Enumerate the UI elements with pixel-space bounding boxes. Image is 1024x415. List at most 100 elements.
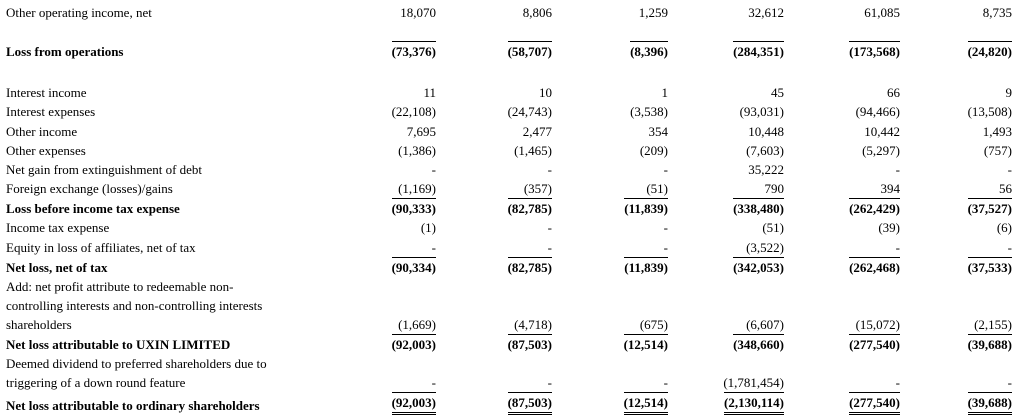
cell-value: -: [663, 161, 668, 177]
table-row: Interest expenses (22,108) (24,743) (3,5…: [5, 102, 1016, 121]
cell-value: (87,503): [507, 391, 552, 415]
table-row: Loss before income tax expense (90,333) …: [5, 198, 1016, 218]
cell-value: (94,466): [855, 104, 900, 120]
row-label: Interest income: [6, 85, 87, 101]
row-label-line: controlling interests and non-controllin…: [6, 297, 263, 313]
table-row: Net loss attributable to ordinary shareh…: [5, 391, 1016, 415]
row-label: Other income: [6, 123, 78, 139]
table-row: Foreign exchange (losses)/gains (1,169) …: [5, 179, 1016, 198]
cell-value: (90,334): [391, 256, 436, 277]
cell-value: (1): [420, 220, 436, 236]
cell-value: 18,070: [400, 5, 436, 20]
cell-value: (11,839): [624, 198, 668, 218]
cell-value: 2,477: [522, 123, 552, 139]
cell-value: (51): [646, 181, 668, 197]
row-label: Net loss attributable to UXIN LIMITED: [6, 336, 231, 352]
cell-value: -: [547, 220, 552, 236]
table-row: Other operating income, net 18,070 8,806…: [5, 0, 1016, 22]
cell-value: 61,085: [864, 5, 900, 20]
cell-value: 10,448: [748, 123, 784, 139]
cell-value: -: [1007, 161, 1012, 177]
cell-value: -: [663, 374, 668, 390]
cell-value: (39,688): [967, 391, 1012, 415]
cell-value: 66: [887, 85, 900, 101]
cell-value: (58,707): [507, 41, 552, 61]
cell-value: -: [895, 374, 900, 390]
row-label: Net loss, net of tax: [6, 259, 108, 275]
cell-value: (2,155): [974, 316, 1012, 332]
table-row: Other expenses (1,386) (1,465) (209) (7,…: [5, 141, 1016, 160]
cell-value: 1: [661, 85, 669, 101]
cell-value: (11,839): [624, 256, 668, 277]
row-label: Other operating income, net: [6, 5, 152, 20]
cell-value: (37,533): [967, 256, 1012, 277]
row-label: Other expenses: [6, 142, 86, 158]
cell-value: (8,396): [630, 41, 668, 61]
cell-value: (284,351): [733, 41, 784, 61]
row-label-line: triggering of a down round feature: [6, 374, 186, 390]
cell-value: (1,781,454): [723, 374, 784, 390]
cell-value: (22,108): [391, 104, 436, 120]
cell-value: (357): [523, 181, 552, 197]
cell-value: 32,612: [748, 5, 784, 20]
table-row: Net gain from extinguishment of debt - -…: [5, 160, 1016, 179]
cell-value: 8,735: [982, 5, 1012, 20]
cell-value: (3,538): [630, 104, 668, 120]
row-label-line: shareholders: [6, 316, 72, 332]
cell-value: (277,540): [849, 333, 900, 354]
cell-value: (757): [983, 142, 1012, 158]
cell-value: (13,508): [967, 104, 1012, 120]
cell-value: 10,442: [864, 123, 900, 139]
cell-value: (209): [639, 142, 668, 158]
cell-value: -: [547, 374, 552, 390]
table-row: Interest income 11 10 1 45 66 9: [5, 83, 1016, 102]
cell-value: (6,607): [746, 316, 784, 332]
row-label: Loss from operations: [6, 44, 124, 59]
cell-value: (3,522): [746, 239, 784, 255]
cell-value: 8,806: [522, 5, 552, 20]
row-label: Interest expenses: [6, 104, 96, 120]
cell-value: (24,820): [967, 41, 1012, 61]
cell-value: 9: [1005, 85, 1013, 101]
cell-value: (173,568): [849, 41, 900, 61]
row-label: Income tax expense: [6, 220, 110, 236]
cell-value: (1,669): [398, 316, 436, 332]
table-row: Deemed dividend to preferred shareholder…: [5, 354, 1016, 392]
cell-value: -: [431, 239, 436, 255]
spacer-row: [5, 61, 1016, 80]
cell-value: (93,031): [739, 104, 784, 120]
cell-value: 56: [999, 181, 1012, 197]
cell-value: 1,259: [638, 5, 668, 20]
cell-value: (15,072): [855, 316, 900, 332]
cell-value: (5,297): [862, 142, 900, 158]
cell-value: (73,376): [391, 41, 436, 61]
cell-value: (24,743): [507, 104, 552, 120]
cell-value: -: [663, 239, 668, 255]
cell-value: -: [895, 161, 900, 177]
cell-value: (2,130,114): [724, 391, 784, 415]
table-row: Net loss attributable to UXIN LIMITED (9…: [5, 333, 1016, 354]
row-label: Net loss attributable to ordinary shareh…: [6, 397, 260, 413]
table-row: Equity in loss of affiliates, net of tax…: [5, 237, 1016, 256]
row-label-line: Add: net profit attribute to redeemable …: [6, 278, 234, 294]
row-label: Loss before income tax expense: [6, 201, 180, 217]
cell-value: 354: [648, 123, 669, 139]
cell-value: 394: [880, 181, 901, 197]
row-label: Net gain from extinguishment of debt: [6, 161, 203, 177]
row-label: Deemed dividend to preferred shareholder…: [5, 354, 320, 392]
cell-value: (37,527): [967, 198, 1012, 218]
cell-value: 11: [423, 85, 436, 101]
row-label: Foreign exchange (losses)/gains: [6, 181, 173, 197]
cell-value: (277,540): [849, 391, 900, 415]
row-label: Equity in loss of affiliates, net of tax: [6, 239, 196, 255]
cell-value: 45: [771, 85, 784, 101]
cell-value: 1,493: [982, 123, 1012, 139]
cell-value: -: [663, 220, 668, 236]
row-label-line: Deemed dividend to preferred shareholder…: [6, 355, 267, 371]
cell-value: -: [431, 374, 436, 390]
cell-value: (39,688): [967, 333, 1012, 354]
cell-value: 7,695: [406, 123, 436, 139]
cell-value: (12,514): [623, 391, 668, 415]
cell-value: (1,386): [398, 142, 436, 158]
